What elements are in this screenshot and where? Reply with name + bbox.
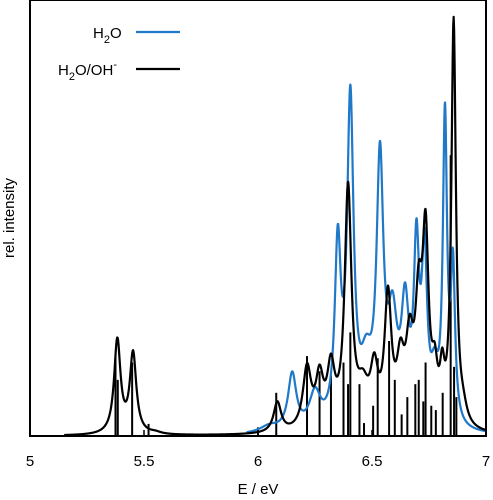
spectrum-lines: [63, 15, 487, 437]
series-line-h2o_oh: [63, 15, 487, 437]
x-tick-label: 6.5: [362, 453, 383, 470]
x-axis-ticks: 5 5.5 6 6.5 7: [26, 430, 490, 470]
x-tick-label: 5: [26, 453, 34, 470]
y-axis-title: rel. intensity: [1, 177, 18, 258]
x-tick-label: 6: [254, 453, 262, 470]
x-axis-title: E / eV: [238, 481, 279, 498]
x-tick-label: 7: [482, 453, 490, 470]
legend-label-h2o-oh: H2O/OH-: [58, 59, 117, 83]
legend: H2O H2O/OH-: [58, 25, 180, 83]
stick-spectrum: [114, 155, 458, 436]
series-line-h2o: [245, 83, 487, 434]
x-tick-label: 5.5: [134, 453, 155, 470]
legend-label-h2o: H2O: [93, 25, 122, 46]
